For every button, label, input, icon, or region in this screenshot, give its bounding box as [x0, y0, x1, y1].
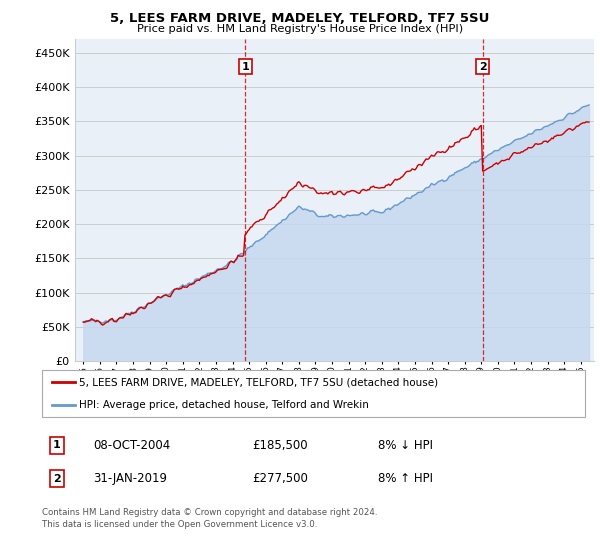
- Text: 8% ↑ HPI: 8% ↑ HPI: [378, 472, 433, 486]
- Text: Contains HM Land Registry data © Crown copyright and database right 2024.
This d: Contains HM Land Registry data © Crown c…: [42, 508, 377, 529]
- Text: 5, LEES FARM DRIVE, MADELEY, TELFORD, TF7 5SU: 5, LEES FARM DRIVE, MADELEY, TELFORD, TF…: [110, 12, 490, 25]
- Text: 8% ↓ HPI: 8% ↓ HPI: [378, 438, 433, 452]
- Text: 1: 1: [53, 440, 61, 450]
- Text: 5, LEES FARM DRIVE, MADELEY, TELFORD, TF7 5SU (detached house): 5, LEES FARM DRIVE, MADELEY, TELFORD, TF…: [79, 377, 438, 388]
- Text: 2: 2: [53, 474, 61, 484]
- Text: £185,500: £185,500: [252, 438, 308, 452]
- Text: 08-OCT-2004: 08-OCT-2004: [93, 438, 170, 452]
- Text: HPI: Average price, detached house, Telford and Wrekin: HPI: Average price, detached house, Telf…: [79, 400, 369, 410]
- Text: 31-JAN-2019: 31-JAN-2019: [93, 472, 167, 486]
- Text: Price paid vs. HM Land Registry's House Price Index (HPI): Price paid vs. HM Land Registry's House …: [137, 24, 463, 34]
- FancyBboxPatch shape: [42, 370, 585, 417]
- Text: 2: 2: [479, 62, 487, 72]
- Text: £277,500: £277,500: [252, 472, 308, 486]
- Text: 1: 1: [241, 62, 249, 72]
